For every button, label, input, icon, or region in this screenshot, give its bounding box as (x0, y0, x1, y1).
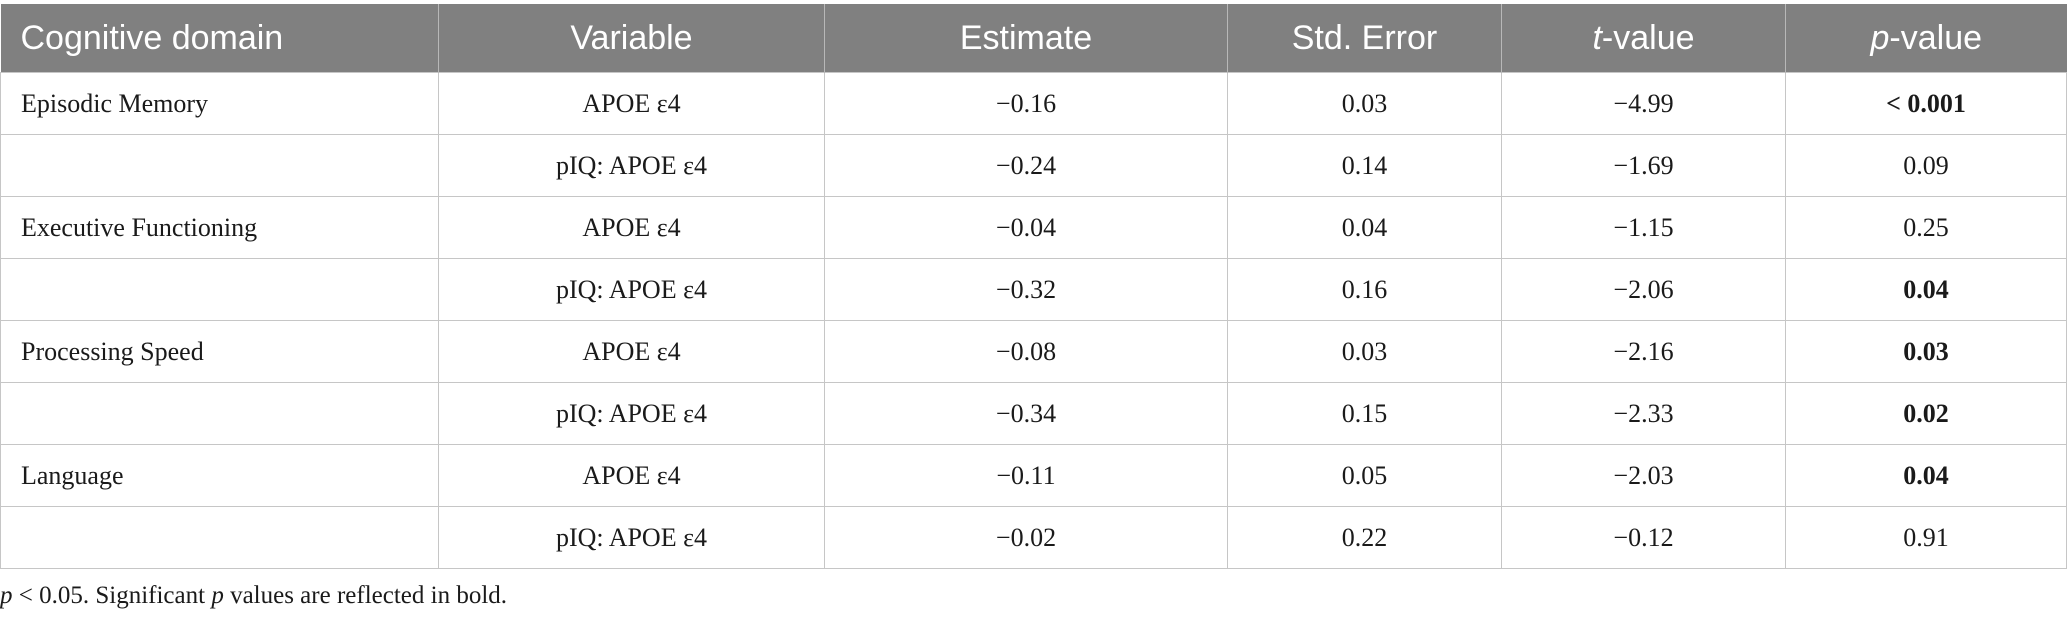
cell-variable: APOE ε4 (438, 444, 825, 507)
cell-p-value: 0.04 (1785, 444, 2067, 507)
cell-p-value: 0.91 (1785, 506, 2067, 569)
results-table: Cognitive domain Variable Estimate Std. … (0, 4, 2067, 569)
cell-std-error: 0.16 (1227, 258, 1502, 321)
cell-variable: pIQ: APOE ε4 (438, 506, 825, 569)
table-row: Processing Speed APOE ε4 −0.08 0.03 −2.16 0.0… (0, 320, 2067, 383)
header-variable: Variable (438, 4, 825, 73)
cell-variable: APOE ε4 (438, 320, 825, 383)
cell-p-value: 0.04 (1785, 258, 2067, 321)
cell-t-value: −2.33 (1501, 382, 1786, 445)
cell-variable: pIQ: APOE ε4 (438, 382, 825, 445)
header-p-symbol: p (1870, 18, 1890, 57)
footnote-rest: values are reflected in bold. (223, 582, 508, 609)
header-row: Cognitive domain Variable Estimate Std. … (0, 4, 2067, 73)
header-p-suffix: -value (1889, 18, 1983, 57)
cell-estimate: −0.34 (824, 382, 1228, 445)
cell-cognitive-domain (0, 258, 439, 321)
cell-variable: pIQ: APOE ε4 (438, 258, 825, 321)
cell-cognitive-domain: Processing Speed (0, 320, 439, 383)
footnote-p-symbol: p (0, 582, 13, 609)
cell-std-error: 0.03 (1227, 320, 1502, 383)
header-std-error: Std. Error (1227, 4, 1502, 73)
cell-variable: APOE ε4 (438, 196, 825, 259)
cell-p-value: 0.25 (1785, 196, 2067, 259)
header-estimate: Estimate (824, 4, 1228, 73)
cell-t-value: −1.15 (1501, 196, 1786, 259)
cell-estimate: −0.24 (824, 134, 1228, 197)
cell-estimate: −0.08 (824, 320, 1228, 383)
cell-p-value: < 0.001 (1785, 72, 2067, 135)
cell-t-value: −2.16 (1501, 320, 1786, 383)
cell-cognitive-domain (0, 134, 439, 197)
cell-p-value: 0.09 (1785, 134, 2067, 197)
cell-std-error: 0.15 (1227, 382, 1502, 445)
cell-std-error: 0.22 (1227, 506, 1502, 569)
cell-std-error: 0.14 (1227, 134, 1502, 197)
header-t-symbol: t (1592, 18, 1602, 57)
table-row: pIQ: APOE ε4 −0.02 0.22 −0.12 0.91 (0, 506, 2067, 569)
cell-estimate: −0.11 (824, 444, 1228, 507)
cell-cognitive-domain: Executive Functioning (0, 196, 439, 259)
table-row: pIQ: APOE ε4 −0.32 0.16 −2.06 0.04 (0, 258, 2067, 321)
table-row: Episodic Memory APOE ε4 −0.16 0.03 −4.99 < 0.… (0, 72, 2067, 135)
cell-variable: APOE ε4 (438, 72, 825, 135)
cell-t-value: −2.06 (1501, 258, 1786, 321)
header-p-value: p-value (1785, 4, 2067, 73)
cell-cognitive-domain: Episodic Memory (0, 72, 439, 135)
cell-estimate: −0.04 (824, 196, 1228, 259)
header-t-value: t-value (1501, 4, 1786, 73)
cell-variable: pIQ: APOE ε4 (438, 134, 825, 197)
results-table-container: Cognitive domain Variable Estimate Std. … (0, 4, 2067, 569)
table-row: Language APOE ε4 −0.11 0.05 −2.03 0.04 (0, 444, 2067, 507)
cell-cognitive-domain (0, 506, 439, 569)
cell-cognitive-domain (0, 382, 439, 445)
cell-t-value: −2.03 (1501, 444, 1786, 507)
table-row: pIQ: APOE ε4 −0.24 0.14 −1.69 0.09 (0, 134, 2067, 197)
cell-std-error: 0.03 (1227, 72, 1502, 135)
cell-t-value: −0.12 (1501, 506, 1786, 569)
cell-t-value: −1.69 (1501, 134, 1786, 197)
cell-cognitive-domain: Language (0, 444, 439, 507)
cell-estimate: −0.32 (824, 258, 1228, 321)
cell-estimate: −0.16 (824, 72, 1228, 135)
table-header: Cognitive domain Variable Estimate Std. … (0, 4, 2067, 73)
footnote-threshold: < 0.05. Significant (12, 582, 212, 609)
cell-std-error: 0.05 (1227, 444, 1502, 507)
table-body: Episodic Memory APOE ε4 −0.16 0.03 −4.99 < 0.… (0, 72, 2067, 569)
cell-std-error: 0.04 (1227, 196, 1502, 259)
cell-p-value: 0.02 (1785, 382, 2067, 445)
table-row: Executive Functioning APOE ε4 −0.04 0.04 −1.… (0, 196, 2067, 259)
header-t-suffix: -value (1601, 18, 1695, 57)
table-footnote: p < 0.05. Significant p values are refle… (0, 582, 507, 610)
header-cognitive-domain: Cognitive domain (0, 4, 439, 73)
table-row: pIQ: APOE ε4 −0.34 0.15 −2.33 0.02 (0, 382, 2067, 445)
cell-p-value: 0.03 (1785, 320, 2067, 383)
footnote-p-symbol-2: p (211, 582, 224, 609)
cell-estimate: −0.02 (824, 506, 1228, 569)
cell-t-value: −4.99 (1501, 72, 1786, 135)
